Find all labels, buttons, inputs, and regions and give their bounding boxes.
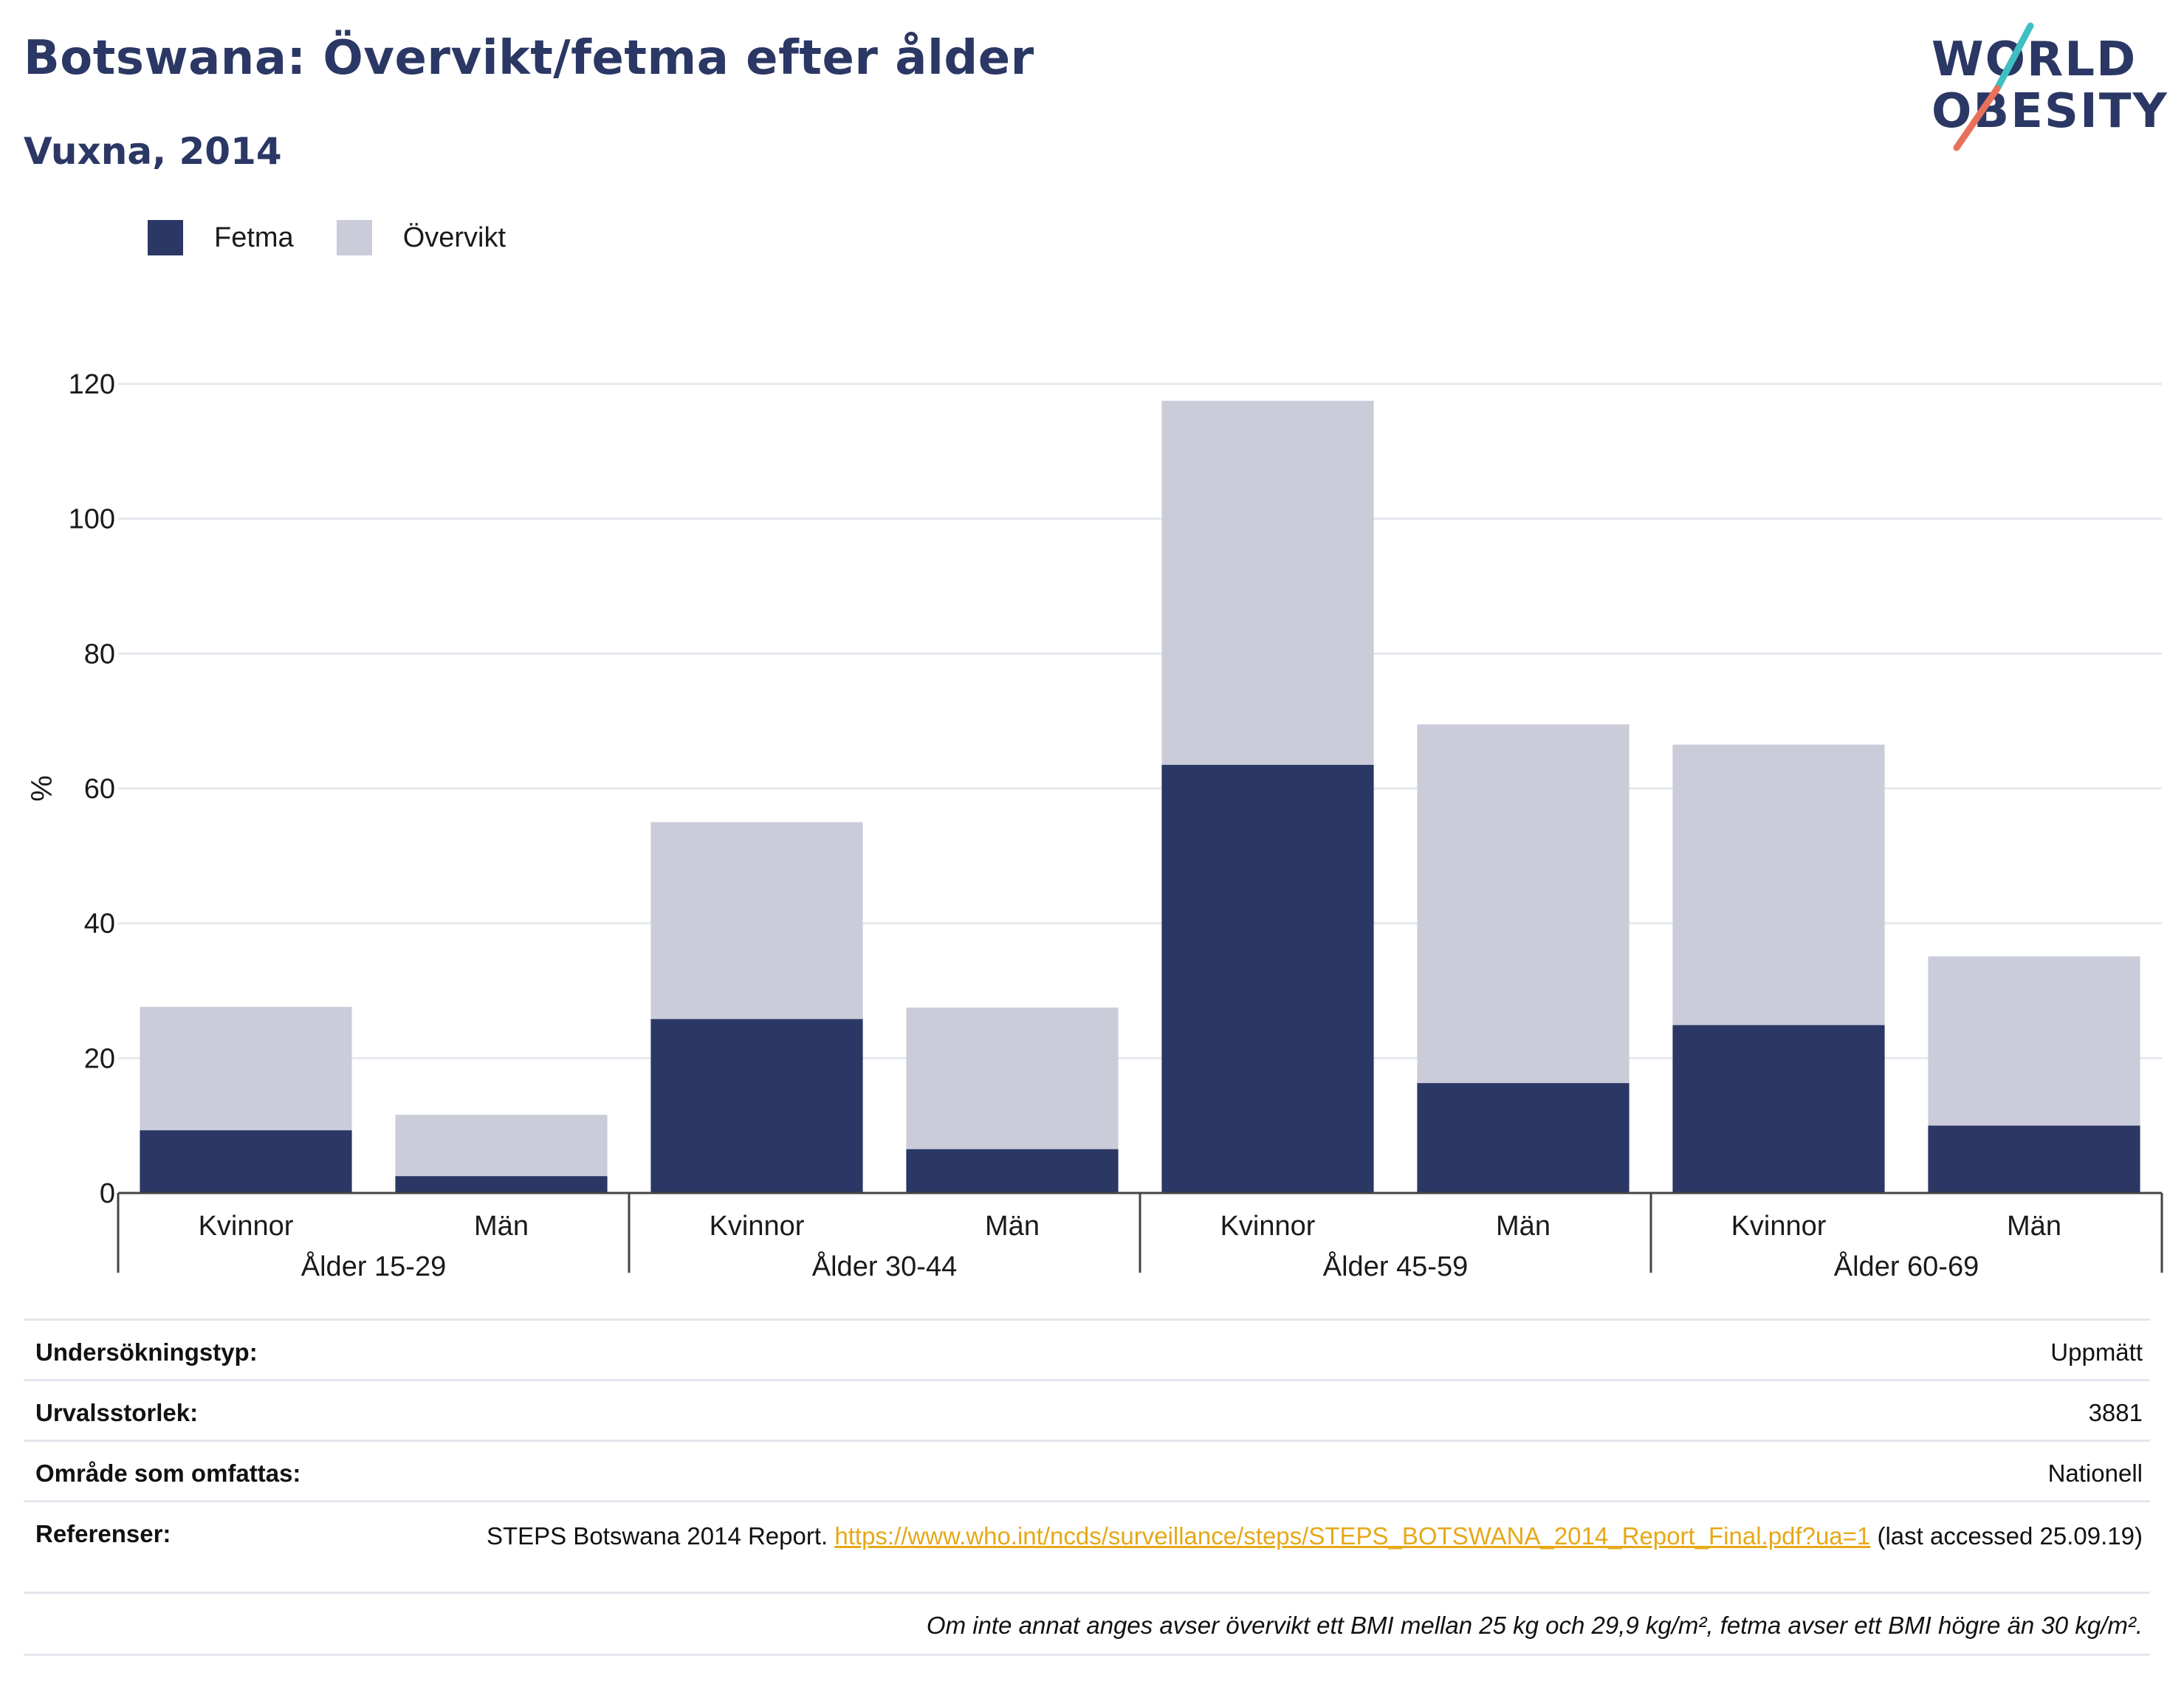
legend-swatch-fetma	[148, 220, 183, 255]
legend-item-fetma[interactable]: Fetma	[148, 220, 294, 255]
table-bottom-border	[24, 1654, 2150, 1656]
info-row-references: Referenser: STEPS Botswana 2014 Report. …	[24, 1500, 2150, 1592]
stacked-bar-chart: 0 20 40 60 80 100 120% Kvinnor Män Kvinnor Män Kvin…	[26, 369, 2163, 1282]
page-subtitle: Vuxna, 2014	[24, 130, 282, 173]
y-tick-label: 100	[69, 504, 115, 535]
y-tick-label: 0	[100, 1178, 115, 1209]
y-axis-label: %	[26, 775, 58, 802]
bar-overvikt	[1672, 744, 1885, 1025]
group-label: Ålder 45-59	[1323, 1250, 1468, 1282]
y-tick-label: 120	[69, 369, 115, 400]
bar-overvikt	[1928, 956, 2140, 1126]
bar-fetma	[906, 1149, 1119, 1193]
bar-fetma	[1928, 1125, 2140, 1193]
reference-text: STEPS Botswana 2014 Report. https://www.…	[444, 1520, 2143, 1553]
group-label: Ålder 15-29	[301, 1250, 446, 1282]
y-tick-label: 20	[84, 1043, 115, 1074]
group-label: Ålder 60-69	[1834, 1250, 1979, 1282]
y-tick-label: 40	[84, 909, 115, 940]
bar-overvikt	[906, 1007, 1119, 1149]
info-value: Uppmätt	[2050, 1338, 2143, 1366]
reference-suffix: (last accessed 25.09.19)	[1870, 1522, 2143, 1550]
x-tick-label: Kvinnor	[710, 1211, 805, 1242]
bar-overvikt	[1161, 400, 1374, 766]
bar-overvikt	[650, 822, 863, 1020]
info-value: 3881	[2088, 1399, 2143, 1426]
reference-prefix: STEPS Botswana 2014 Report.	[486, 1522, 835, 1550]
chart-legend: Fetma Övervikt	[148, 219, 549, 257]
info-row-survey-type: Undersökningstyp: Uppmätt	[24, 1318, 2150, 1379]
info-row-area: Område som omfattas: Nationell	[24, 1440, 2150, 1500]
info-value: Nationell	[2047, 1460, 2143, 1487]
x-tick-label: Män	[1496, 1211, 1551, 1242]
legend-label-overvikt: Övervikt	[402, 221, 506, 253]
logo-line-1: WORLD	[1931, 32, 2137, 87]
bar-overvikt	[1417, 724, 1630, 1084]
bar-overvikt	[140, 1006, 352, 1131]
info-key: Undersökningstyp:	[35, 1338, 258, 1366]
bar-overvikt	[395, 1115, 608, 1177]
info-key: Urvalsstorlek:	[35, 1399, 199, 1426]
x-tick-label: Män	[474, 1211, 529, 1242]
reference-link[interactable]: https://www.who.int/ncds/surveillance/st…	[834, 1522, 1871, 1550]
x-tick-label: Män	[2007, 1211, 2061, 1242]
page-title: Botswana: Övervikt/fetma efter ålder	[24, 31, 1034, 86]
footnote: Om inte annat anges avser övervikt ett B…	[926, 1612, 2143, 1639]
bar-fetma	[395, 1176, 608, 1193]
legend-label-fetma: Fetma	[214, 221, 294, 253]
legend-swatch-overvikt	[336, 220, 372, 255]
legend-item-overvikt[interactable]: Övervikt	[336, 220, 506, 255]
footnote-row: Om inte annat anges avser övervikt ett B…	[24, 1592, 2150, 1654]
y-tick-label: 60	[84, 774, 115, 805]
y-tick-label: 80	[84, 639, 115, 670]
x-tick-label: Kvinnor	[1220, 1211, 1316, 1242]
x-tick-label: Kvinnor	[199, 1211, 294, 1242]
bar-fetma	[1161, 765, 1374, 1193]
bar-fetma	[1672, 1025, 1885, 1193]
x-tick-label: Kvinnor	[1731, 1211, 1827, 1242]
world-obesity-logo: WORLD OBESITY	[1920, 22, 2171, 155]
info-table: Undersökningstyp: Uppmätt Urvalsstorlek:…	[24, 1318, 2150, 1656]
bar-fetma	[140, 1130, 352, 1193]
logo-slash-icon	[1953, 22, 2034, 151]
info-row-sample-size: Urvalsstorlek: 3881	[24, 1379, 2150, 1440]
x-tick-label: Män	[985, 1211, 1040, 1242]
info-key: Referenser:	[35, 1520, 171, 1547]
bar-fetma	[650, 1019, 863, 1193]
group-label: Ålder 30-44	[812, 1250, 957, 1282]
bar-fetma	[1417, 1083, 1630, 1193]
info-key: Område som omfattas:	[35, 1460, 301, 1487]
